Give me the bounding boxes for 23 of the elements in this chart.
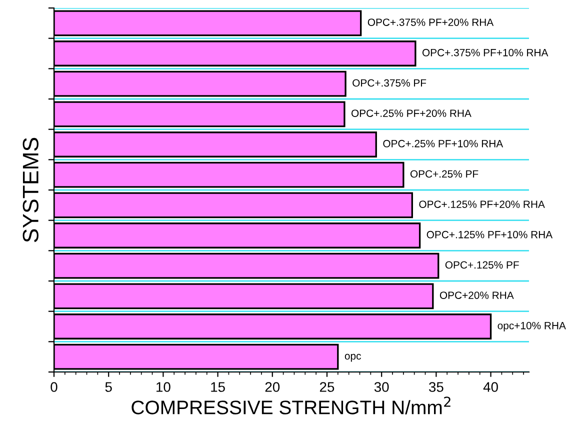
x-axis-title: COMPRESSIVE STRENGTH N/mm$^{2}$ xyxy=(132,396,450,414)
y-tick-label: OPC+.375% PF+10% RHA xyxy=(422,48,548,56)
x-tick-label: 25 xyxy=(320,382,334,392)
x-tick-label: 35 xyxy=(428,382,444,392)
y-tick-label: opc+10% RHA xyxy=(498,322,566,332)
x-tick-label: 15 xyxy=(211,382,225,392)
y-axis-title: SYSTEMS xyxy=(22,138,38,242)
x-tick-label: 40 xyxy=(483,382,498,392)
y-tick-label: opc xyxy=(344,354,361,362)
y-tick-label: OPC+20% RHA xyxy=(440,292,514,299)
y-tick-label: OPC+.25% PF xyxy=(410,170,478,178)
y-tick-label: OPC+.25% PF+10% RHA xyxy=(383,140,504,148)
x-tick-label: 10 xyxy=(156,382,170,392)
x-tick-label: 30 xyxy=(374,382,389,392)
y-tick-label: OPC+.125% PF+10% RHA xyxy=(426,230,553,238)
x-tick-label: 5 xyxy=(105,382,112,392)
y-tick-label: OPC+.375% PF xyxy=(352,79,426,87)
x-tick-label: 20 xyxy=(265,382,280,392)
y-tick-label: OPC+.25% PF+20% RHA xyxy=(352,110,472,117)
y-tick-label: OPC+.375% PF+20% RHA xyxy=(368,18,494,26)
x-tick-label: 0 xyxy=(50,382,58,392)
y-tick-label: OPC+.125% PF+20% RHA xyxy=(419,200,545,208)
y-tick-label: OPC+.125% PF xyxy=(445,261,519,269)
